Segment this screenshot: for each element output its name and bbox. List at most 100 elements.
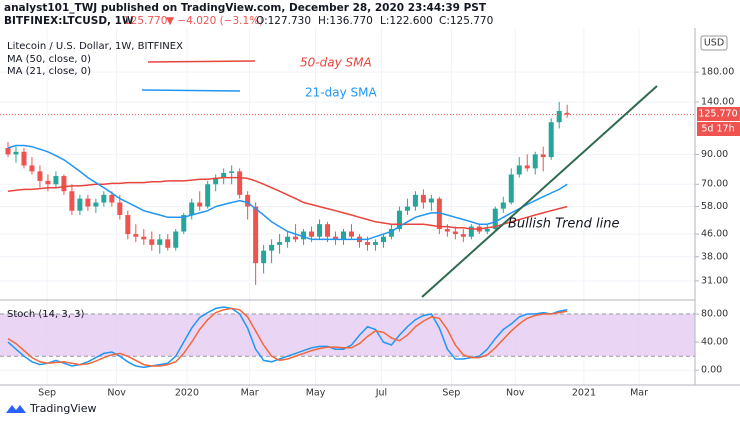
candle-body bbox=[341, 231, 347, 240]
candle-body bbox=[564, 112, 570, 115]
x-tick-label: 2020 bbox=[175, 388, 199, 399]
x-tick-label: Jul bbox=[375, 388, 387, 399]
candle-body bbox=[412, 194, 418, 207]
candle-body bbox=[21, 151, 27, 166]
candle-body bbox=[460, 234, 466, 237]
y-tick-label: 90.00 bbox=[701, 149, 728, 160]
y-tick-label: 180.00 bbox=[701, 67, 734, 78]
candle-body bbox=[372, 242, 378, 245]
candle-body bbox=[45, 180, 51, 185]
candle-body bbox=[245, 194, 251, 207]
candle-body bbox=[269, 244, 275, 251]
y-tick-label: 38.00 bbox=[701, 251, 728, 262]
candle-body bbox=[93, 202, 99, 207]
chart-title: Litecoin / U.S. Dollar, 1W, BITFINEX bbox=[7, 41, 183, 52]
candle-body bbox=[380, 236, 386, 243]
candle-body bbox=[309, 231, 315, 237]
candle-body bbox=[69, 191, 75, 211]
stoch-title: Stoch (14, 3, 3) bbox=[7, 309, 84, 320]
candle-body bbox=[253, 206, 259, 264]
x-tick-label: 2021 bbox=[572, 388, 596, 399]
x-tick-label: Nov bbox=[506, 388, 525, 399]
currency[interactable]: USD bbox=[704, 38, 724, 49]
open: O:127.730 bbox=[256, 15, 311, 27]
candle-body bbox=[325, 224, 331, 237]
candle-body bbox=[205, 184, 211, 207]
y-tick-label: 80.00 bbox=[701, 309, 728, 320]
legend-line-50 bbox=[147, 60, 256, 63]
annotation: 50-day SMA bbox=[300, 56, 372, 70]
x-tick-label: Nov bbox=[107, 388, 126, 399]
logo-icon[interactable] bbox=[6, 405, 26, 413]
x-tick-label: Sep bbox=[38, 388, 56, 399]
brand[interactable]: TradingView bbox=[29, 402, 96, 415]
candle-body bbox=[333, 236, 339, 240]
x-tick-label: May bbox=[306, 388, 326, 399]
candle-body bbox=[484, 229, 490, 232]
candle-body bbox=[53, 176, 59, 185]
candle-body bbox=[61, 176, 67, 192]
line-series bbox=[7, 144, 568, 241]
candle-body bbox=[133, 234, 139, 237]
change: ▼ −4.020 (−3.1%) bbox=[166, 15, 263, 27]
candle-body bbox=[317, 224, 323, 237]
legend-line-21 bbox=[141, 89, 241, 92]
candle-body bbox=[85, 198, 91, 207]
candle-body bbox=[348, 231, 354, 237]
currency-box[interactable] bbox=[700, 35, 728, 51]
price-tag: 125.770 bbox=[698, 109, 737, 120]
candle-body bbox=[500, 202, 506, 209]
candle-body bbox=[229, 171, 235, 173]
countdown: 5d 17h bbox=[701, 124, 734, 135]
trend-line bbox=[421, 85, 658, 298]
candle-body bbox=[492, 208, 498, 230]
candle-body bbox=[29, 165, 35, 172]
candle-body bbox=[173, 231, 179, 248]
candle-body bbox=[189, 202, 195, 216]
x-tick-label: Sep bbox=[442, 388, 460, 399]
candle-body bbox=[141, 236, 147, 240]
candle-body bbox=[516, 165, 522, 175]
candle-body bbox=[237, 171, 243, 195]
candle-body bbox=[364, 242, 370, 245]
candle-body bbox=[293, 236, 299, 240]
candle-body bbox=[149, 239, 155, 245]
annotation: Bullish Trend line bbox=[508, 217, 620, 232]
candle-body bbox=[301, 231, 307, 240]
candle-body bbox=[436, 198, 442, 230]
candle-body bbox=[404, 206, 410, 211]
line-series bbox=[7, 307, 568, 367]
candle-body bbox=[468, 226, 474, 237]
candle-body bbox=[428, 198, 434, 203]
y-tick-label: 46.00 bbox=[701, 229, 728, 240]
y-tick-label: 0.00 bbox=[701, 365, 722, 376]
candle-body bbox=[13, 151, 19, 155]
candle-body bbox=[109, 194, 115, 203]
close: C:125.770 bbox=[439, 15, 493, 27]
candle-body bbox=[444, 229, 450, 232]
candle-body bbox=[117, 202, 123, 216]
candle-body bbox=[77, 198, 83, 211]
candle-body bbox=[213, 177, 219, 185]
candle-body bbox=[548, 122, 554, 158]
candle-body bbox=[37, 171, 43, 181]
legend-entry: MA (21, close, 0) bbox=[7, 66, 91, 77]
candle-body bbox=[556, 110, 562, 123]
candle-body bbox=[396, 210, 402, 230]
annotation: 21-day SMA bbox=[305, 86, 377, 100]
y-tick-label: 58.00 bbox=[701, 201, 728, 212]
candle-body bbox=[165, 239, 171, 248]
last-price: 125.770 bbox=[124, 15, 167, 27]
symbol: BITFINEX:LTCUSD, 1W bbox=[4, 15, 134, 27]
candle-body bbox=[125, 215, 131, 235]
y-tick-label: 40.00 bbox=[701, 337, 728, 348]
brand-logo[interactable]: TradingView bbox=[6, 402, 96, 415]
candle-body bbox=[388, 229, 394, 237]
author: analyst101_TWJ published on TradingView.… bbox=[4, 2, 487, 14]
candle-body bbox=[452, 231, 458, 235]
y-tick-label: 70.00 bbox=[701, 179, 728, 190]
legend-entry: MA (50, close, 0) bbox=[7, 54, 91, 65]
y-tick-label: 140.00 bbox=[701, 96, 734, 107]
stoch-band bbox=[0, 314, 695, 357]
